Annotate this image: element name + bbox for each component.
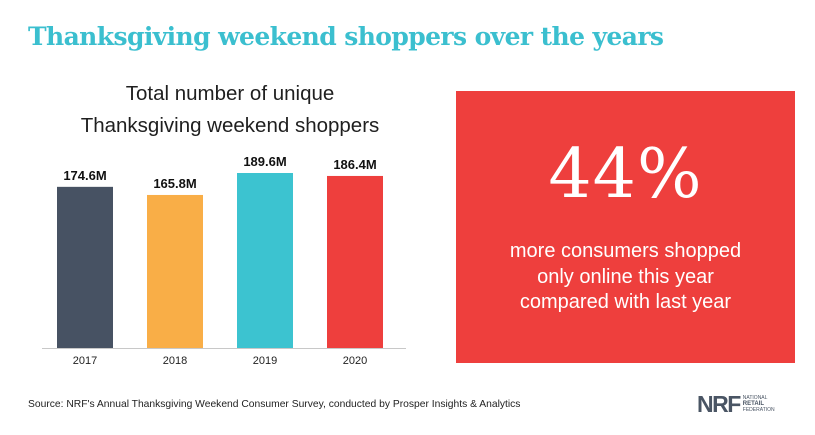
stat-description: more consumers shopped only online this …	[466, 239, 785, 316]
x-tick-2017: 2017	[73, 355, 97, 367]
logo-line-2: RETAIL	[742, 401, 765, 407]
source-note: Source: NRF's Annual Thanksgiving Weeken…	[28, 399, 521, 410]
x-tick-2020: 2020	[343, 355, 367, 367]
logo-line-1: NATIONAL	[742, 395, 768, 401]
chart-title-line-2: Thanksgiving weekend shoppers	[80, 114, 380, 137]
stat-callout: 44% more consumers shopped only online t…	[456, 91, 795, 363]
stat-number: 44%	[548, 135, 703, 214]
value-label-2018: 165.8M	[153, 176, 196, 191]
logo-mark: NRF	[697, 391, 741, 417]
stat-line-2: only online this year	[537, 265, 714, 288]
nrf-logo: NRF NATIONAL RETAIL FEDERATION	[697, 392, 775, 416]
logo-subtitle: NATIONAL RETAIL FEDERATION	[743, 395, 775, 413]
x-tick-2018: 2018	[163, 355, 187, 367]
value-label-2020: 186.4M	[333, 157, 376, 172]
bar-2017	[57, 186, 113, 348]
stat-line-1: more consumers shopped	[509, 240, 742, 262]
bar-2020	[327, 175, 383, 348]
page-title: Thanksgiving weekend shoppers over the y…	[28, 22, 664, 51]
bar-chart: 174.6M 2017 165.8M 2018 189.6M 2019 186.4M 2020	[42, 154, 406, 367]
bar-2019	[237, 173, 293, 348]
value-label-2019: 189.6M	[243, 154, 286, 169]
x-tick-2019: 2019	[253, 355, 277, 367]
chart-title: Total number of unique Thanksgiving week…	[20, 78, 440, 142]
bar-2018	[147, 194, 203, 348]
value-label-2017: 174.6M	[63, 168, 106, 183]
logo-line-3: FEDERATION	[742, 407, 775, 413]
chart-title-line-1: Total number of unique	[125, 82, 335, 105]
stat-line-3: compared with last year	[519, 291, 732, 313]
